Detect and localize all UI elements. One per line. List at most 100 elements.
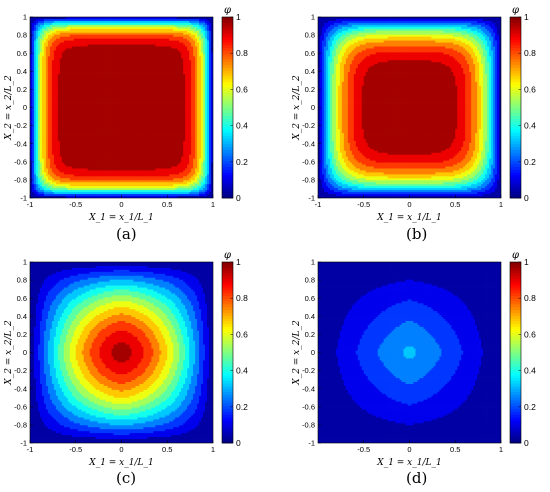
heatmap-cell xyxy=(69,54,73,57)
heatmap-cell xyxy=(179,68,182,71)
heatmap-cell xyxy=(151,54,154,57)
heatmap-cell xyxy=(51,56,55,59)
heatmap-cell xyxy=(53,123,57,126)
heatmap-cell xyxy=(63,64,67,67)
heatmap-cell xyxy=(139,30,142,34)
heatmap-cell xyxy=(129,97,132,100)
heatmap-cell xyxy=(87,117,91,120)
heatmap-cell xyxy=(137,85,140,89)
heatmap-cell xyxy=(189,46,192,49)
heatmap-cell xyxy=(157,115,160,118)
heatmap-cell xyxy=(47,123,51,126)
heatmap-cell xyxy=(171,20,174,24)
heatmap-cell xyxy=(123,60,126,63)
heatmap-cell xyxy=(155,66,158,69)
heatmap-cell xyxy=(193,44,196,47)
heatmap-cell xyxy=(53,50,57,53)
heatmap-cell xyxy=(161,44,164,47)
heatmap-cell xyxy=(183,83,186,87)
heatmap-cell xyxy=(67,85,71,89)
heatmap-cell xyxy=(117,38,120,41)
heatmap-cell xyxy=(95,40,98,43)
heatmap-cell xyxy=(209,44,212,47)
heatmap-cell xyxy=(69,70,73,73)
heatmap-cell xyxy=(209,119,212,122)
heatmap-cell xyxy=(209,18,212,22)
heatmap-cell xyxy=(181,95,184,99)
heatmap-cell xyxy=(145,119,148,122)
heatmap-cell xyxy=(125,83,128,87)
heatmap-cell xyxy=(207,111,210,114)
heatmap-cell xyxy=(175,89,178,93)
heatmap-cell xyxy=(149,26,152,30)
heatmap-cell xyxy=(171,79,174,83)
heatmap-cell xyxy=(125,70,128,73)
heatmap-cell xyxy=(39,18,43,22)
heatmap-cell xyxy=(41,74,45,77)
heatmap-cell xyxy=(41,83,45,87)
heatmap-cell xyxy=(173,18,176,22)
heatmap-cell xyxy=(201,68,204,71)
heatmap-cell xyxy=(193,38,196,41)
heatmap-cell xyxy=(161,119,164,122)
heatmap-cell xyxy=(109,115,112,118)
heatmap-cell xyxy=(73,66,77,69)
heatmap-cell xyxy=(209,70,212,73)
heatmap-cell xyxy=(169,32,172,36)
heatmap-cell xyxy=(51,89,55,93)
heatmap-cell xyxy=(139,113,142,116)
heatmap-cell xyxy=(197,54,200,57)
heatmap-cell xyxy=(107,95,110,99)
heatmap-cell xyxy=(63,46,67,49)
heatmap-cell xyxy=(93,89,96,93)
heatmap-cell xyxy=(157,91,160,95)
heatmap-cell xyxy=(135,26,138,30)
heatmap-cell xyxy=(165,85,168,89)
heatmap-cell xyxy=(73,81,77,85)
heatmap-cell xyxy=(83,60,87,63)
heatmap-cell xyxy=(75,34,79,38)
heatmap-cell xyxy=(111,103,114,106)
heatmap-cell xyxy=(99,30,102,34)
heatmap-cell xyxy=(107,40,110,43)
heatmap-cell xyxy=(133,66,136,69)
heatmap-cell xyxy=(123,54,126,57)
heatmap-cell xyxy=(73,28,77,32)
heatmap-cell xyxy=(83,83,87,87)
heatmap-cell xyxy=(141,91,144,95)
heatmap-cell xyxy=(97,81,100,85)
heatmap-cell xyxy=(65,99,69,102)
heatmap-cell xyxy=(123,93,126,97)
heatmap-cell xyxy=(185,24,188,28)
heatmap-cell xyxy=(177,64,180,67)
heatmap-cell xyxy=(115,109,118,112)
heatmap-cell xyxy=(113,24,116,28)
heatmap-cell xyxy=(201,58,204,61)
heatmap-cell xyxy=(67,77,71,81)
heatmap-cell xyxy=(175,79,178,83)
heatmap-cell xyxy=(131,113,134,116)
heatmap-cell xyxy=(71,107,75,110)
heatmap-cell xyxy=(175,64,178,67)
heatmap-cell xyxy=(59,32,63,36)
heatmap-cell xyxy=(207,46,210,49)
heatmap-cell xyxy=(30,72,33,75)
heatmap-cell xyxy=(137,109,140,112)
heatmap-cell xyxy=(43,56,47,59)
heatmap-cell xyxy=(177,95,180,99)
heatmap-cell xyxy=(51,83,55,87)
heatmap-cell xyxy=(149,17,152,20)
heatmap-cell xyxy=(127,85,130,89)
heatmap-cell xyxy=(197,68,200,71)
heatmap-cell xyxy=(173,107,176,110)
heatmap-cell xyxy=(111,105,114,108)
heatmap-cell xyxy=(43,28,47,32)
heatmap-cell xyxy=(139,99,142,102)
heatmap-cell xyxy=(113,109,116,112)
heatmap-cell xyxy=(49,89,53,93)
heatmap-cell xyxy=(163,36,166,39)
heatmap-cell xyxy=(135,107,138,110)
heatmap-cell xyxy=(93,30,96,34)
heatmap-cell xyxy=(77,54,81,57)
heatmap-cell xyxy=(43,111,47,114)
